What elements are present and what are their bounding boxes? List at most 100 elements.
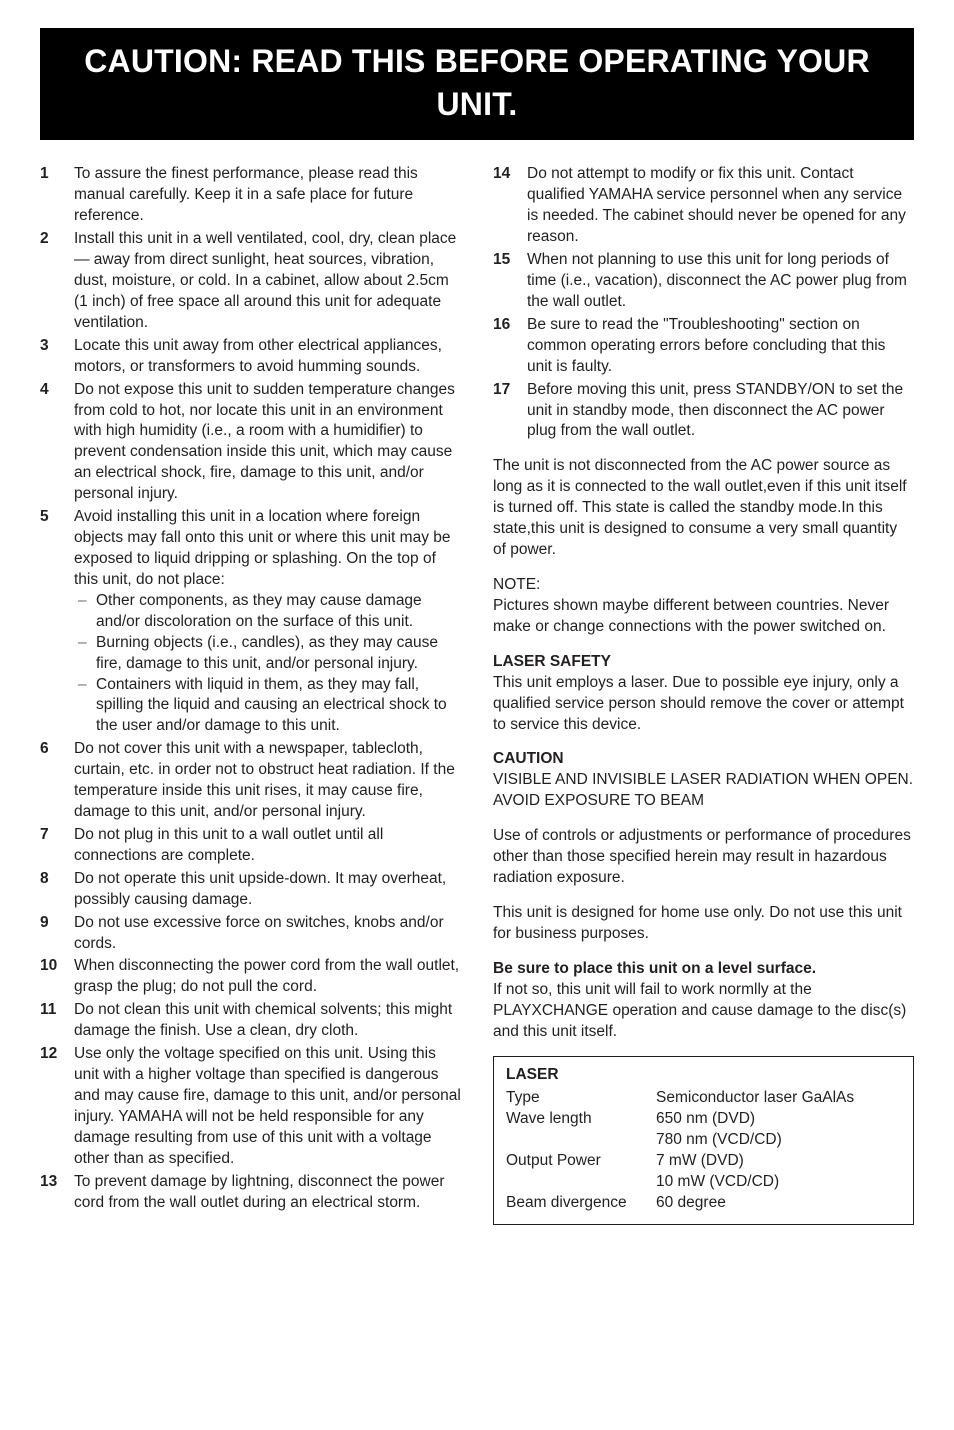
caution-body: VISIBLE AND INVISIBLE LASER RADIATION WH… [493, 770, 914, 812]
list-item: 11Do not clean this unit with chemical s… [40, 1000, 461, 1042]
item-number: 12 [40, 1044, 74, 1170]
laser-row: TypeSemiconductor laser GaAlAs [506, 1088, 901, 1109]
item-body: Avoid installing this unit in a location… [74, 507, 461, 737]
laser-row-value: Semiconductor laser GaAlAs [656, 1088, 901, 1109]
item-number: 9 [40, 913, 74, 955]
list-item: 16Be sure to read the "Troubleshooting" … [493, 315, 914, 378]
laser-safety-body: This unit employs a laser. Due to possib… [493, 673, 914, 736]
dash-icon: – [78, 633, 96, 675]
list-item: 12Use only the voltage specified on this… [40, 1044, 461, 1170]
item-text: Do not clean this unit with chemical sol… [74, 1000, 461, 1042]
dash-icon: – [78, 591, 96, 633]
laser-row-label [506, 1172, 656, 1193]
item-body: Locate this unit away from other electri… [74, 336, 461, 378]
laser-row: 780 nm (VCD/CD) [506, 1130, 901, 1151]
laser-row-label: Beam divergence [506, 1193, 656, 1214]
sub-item-text: Other components, as they may cause dama… [96, 591, 461, 633]
item-text: Do not use excessive force on switches, … [74, 913, 461, 955]
item-body: Do not cover this unit with a newspaper,… [74, 739, 461, 823]
item-text: Do not expose this unit to sudden temper… [74, 380, 461, 506]
item-text: Do not attempt to modify or fix this uni… [527, 164, 914, 248]
item-number: 4 [40, 380, 74, 506]
sub-item: –Other components, as they may cause dam… [74, 591, 461, 633]
right-column: 14Do not attempt to modify or fix this u… [493, 164, 914, 1225]
list-item: 13To prevent damage by lightning, discon… [40, 1172, 461, 1214]
item-number: 7 [40, 825, 74, 867]
item-body: To assure the finest performance, please… [74, 164, 461, 227]
item-number: 14 [493, 164, 527, 248]
item-body: When disconnecting the power cord from t… [74, 956, 461, 998]
laser-row-label: Output Power [506, 1151, 656, 1172]
item-number: 13 [40, 1172, 74, 1214]
item-text: Be sure to read the "Troubleshooting" se… [527, 315, 914, 378]
dash-icon: – [78, 675, 96, 738]
item-text: Before moving this unit, press STANDBY/O… [527, 380, 914, 443]
left-column: 1To assure the finest performance, pleas… [40, 164, 461, 1225]
controls-paragraph: Use of controls or adjustments or perfor… [493, 826, 914, 889]
sub-item: –Burning objects (i.e., candles), as the… [74, 633, 461, 675]
item-text: Use only the voltage specified on this u… [74, 1044, 461, 1170]
list-item: 5Avoid installing this unit in a locatio… [40, 507, 461, 737]
item-body: Do not expose this unit to sudden temper… [74, 380, 461, 506]
list-item: 8Do not operate this unit upside-down. I… [40, 869, 461, 911]
item-body: Do not clean this unit with chemical sol… [74, 1000, 461, 1042]
item-text: When not planning to use this unit for l… [527, 250, 914, 313]
laser-row-value: 650 nm (DVD) [656, 1109, 901, 1130]
item-text: Install this unit in a well ventilated, … [74, 229, 461, 334]
laser-row-label: Wave length [506, 1109, 656, 1130]
laser-safety-heading: LASER SAFETY [493, 652, 914, 673]
item-text: Locate this unit away from other electri… [74, 336, 461, 378]
item-number: 11 [40, 1000, 74, 1042]
list-item: 6Do not cover this unit with a newspaper… [40, 739, 461, 823]
item-body: Do not operate this unit upside-down. It… [74, 869, 461, 911]
laser-row-label: Type [506, 1088, 656, 1109]
item-number: 17 [493, 380, 527, 443]
item-number: 2 [40, 229, 74, 334]
list-item: 2Install this unit in a well ventilated,… [40, 229, 461, 334]
item-text: Avoid installing this unit in a location… [74, 507, 461, 591]
item-body: Use only the voltage specified on this u… [74, 1044, 461, 1170]
item-body: To prevent damage by lightning, disconne… [74, 1172, 461, 1214]
note-body: Pictures shown maybe different between c… [493, 596, 914, 638]
laser-row: Wave length650 nm (DVD) [506, 1109, 901, 1130]
laser-row: Output Power7 mW (DVD) [506, 1151, 901, 1172]
item-text: Do not plug in this unit to a wall outle… [74, 825, 461, 867]
list-item: 7Do not plug in this unit to a wall outl… [40, 825, 461, 867]
laser-row-value: 780 nm (VCD/CD) [656, 1130, 901, 1151]
item-number: 16 [493, 315, 527, 378]
item-number: 1 [40, 164, 74, 227]
laser-row-value: 10 mW (VCD/CD) [656, 1172, 901, 1193]
item-body: Install this unit in a well ventilated, … [74, 229, 461, 334]
sub-item-text: Containers with liquid in them, as they … [96, 675, 461, 738]
laser-row-value: 7 mW (DVD) [656, 1151, 901, 1172]
list-item: 10When disconnecting the power cord from… [40, 956, 461, 998]
list-item: 9Do not use excessive force on switches,… [40, 913, 461, 955]
item-number: 3 [40, 336, 74, 378]
item-text: Do not operate this unit upside-down. It… [74, 869, 461, 911]
item-body: Do not plug in this unit to a wall outle… [74, 825, 461, 867]
two-column-layout: 1To assure the finest performance, pleas… [40, 164, 914, 1225]
item-body: Do not use excessive force on switches, … [74, 913, 461, 955]
list-item: 3Locate this unit away from other electr… [40, 336, 461, 378]
item-number: 8 [40, 869, 74, 911]
item-text: When disconnecting the power cord from t… [74, 956, 461, 998]
caution-heading: CAUTION [493, 749, 914, 770]
list-item: 14Do not attempt to modify or fix this u… [493, 164, 914, 248]
laser-row: 10 mW (VCD/CD) [506, 1172, 901, 1193]
item-number: 6 [40, 739, 74, 823]
laser-row-value: 60 degree [656, 1193, 901, 1214]
level-surface-body: If not so, this unit will fail to work n… [493, 980, 914, 1043]
laser-row: Beam divergence60 degree [506, 1193, 901, 1214]
laser-box-heading: LASER [506, 1065, 901, 1086]
list-item: 15When not planning to use this unit for… [493, 250, 914, 313]
standby-paragraph: The unit is not disconnected from the AC… [493, 456, 914, 561]
home-use-paragraph: This unit is designed for home use only.… [493, 903, 914, 945]
sub-item: –Containers with liquid in them, as they… [74, 675, 461, 738]
item-number: 10 [40, 956, 74, 998]
item-text: To prevent damage by lightning, disconne… [74, 1172, 461, 1214]
list-item: 4Do not expose this unit to sudden tempe… [40, 380, 461, 506]
note-label: NOTE: [493, 575, 914, 596]
level-surface-heading: Be sure to place this unit on a level su… [493, 959, 914, 980]
item-number: 5 [40, 507, 74, 737]
item-text: Do not cover this unit with a newspaper,… [74, 739, 461, 823]
